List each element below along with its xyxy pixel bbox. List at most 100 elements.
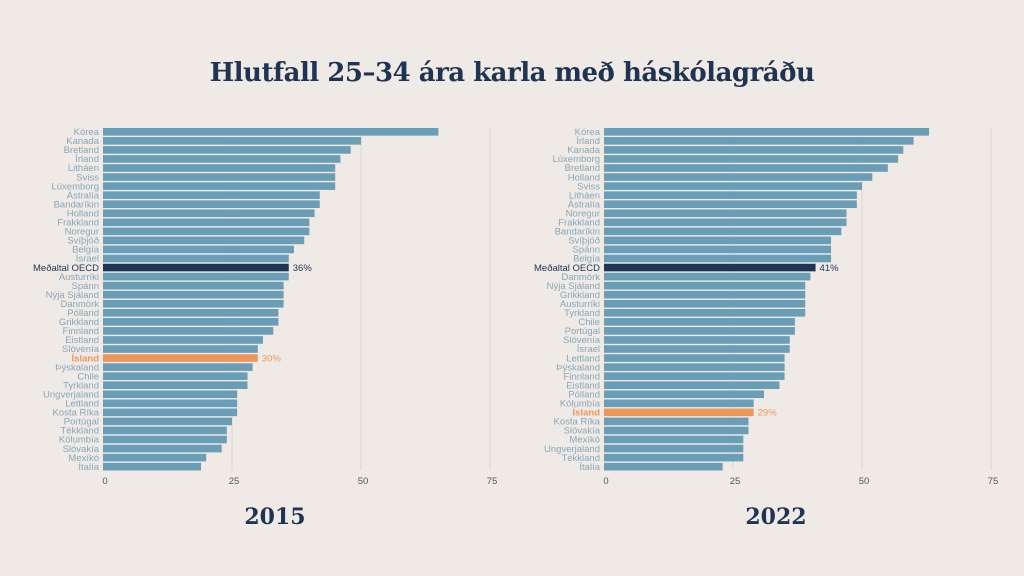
chart-2022-bar: [604, 128, 930, 136]
chart-2022-category-label: Slóvenía: [563, 335, 601, 346]
chart-2015-bar: [103, 146, 351, 154]
chart-2015-bar: [103, 363, 253, 371]
chart-2022-category-label: Lettland: [566, 353, 600, 364]
chart-2015-bar: [103, 336, 263, 344]
chart-2022-bar: [604, 372, 785, 380]
chart-2022-category-label: Pólland: [568, 389, 600, 400]
chart-2022-category-label: Ítalía: [579, 462, 600, 473]
chart-2022-bar: [604, 254, 832, 263]
chart-2022-category-label: Kosta Ríka: [554, 417, 601, 428]
chart-2022-category-label: Tyrkland: [564, 308, 600, 319]
chart-2022-bar: [604, 218, 847, 227]
chart-2022-category-label: Bandaríkin: [555, 227, 600, 238]
chart-2015-category-label: Sviss: [76, 172, 99, 183]
chart-2022-category-label: Chile: [578, 317, 600, 328]
chart-2015-bar: [103, 263, 289, 272]
chart-2015-bar: [103, 137, 361, 145]
chart-2022-bar: [604, 381, 780, 389]
chart-2015-category-label: Kosta Ríka: [53, 408, 100, 419]
chart-2022-category-label: Lúxemborg: [552, 154, 600, 165]
chart-2015-bar: [103, 227, 310, 236]
chart-2015-category-label: Mexíkó: [68, 453, 99, 464]
chart-2015-category-label: Pólland: [67, 308, 99, 319]
chart-2022-data-label: 29%: [758, 408, 778, 419]
chart-2015-bar: [103, 309, 279, 317]
chart-2022-category-label: Finnland: [564, 371, 600, 382]
chart-2015-bar: [103, 218, 310, 227]
chart-2022-bar: [604, 435, 744, 444]
chart-2015-category-label: Ungverjaland: [43, 389, 99, 400]
chart-2015-category-label: Portúgal: [64, 417, 99, 428]
chart-2022-bar: [604, 137, 914, 145]
chart-2022-category-label: Mexíkó: [569, 435, 600, 446]
chart-2022-bar: [604, 363, 785, 371]
chart-2015-bar: [103, 327, 274, 335]
chart-2015-bar: [103, 128, 439, 136]
chart-2022-bar: [604, 354, 785, 362]
chart-2015-category-label: Litháen: [68, 163, 99, 174]
chart-2015-category-label: Lettland: [65, 399, 99, 410]
chart-2015-category-label: Lúxemborg: [51, 181, 99, 192]
chart-2015-bar: [103, 290, 284, 299]
chart-2022-bar: [604, 272, 811, 281]
chart-2015-category-label: Nýja Sjáland: [46, 290, 99, 301]
chart-2022-bar: [604, 146, 904, 154]
chart-2022-category-label: Meðaltal OECD: [534, 263, 600, 274]
chart-2022-bar: [604, 390, 764, 399]
chart-2022-category-label: Kólumbía: [560, 399, 601, 410]
chart-2022-category-label: Portúgal: [565, 326, 600, 337]
chart-2022-x-tick-label: 75: [988, 476, 999, 487]
chart-2015-category-label: Frakkland: [57, 218, 99, 229]
chart-2022-category-label: Kanada: [567, 145, 600, 156]
chart-2015-bar: [103, 209, 315, 218]
chart-2022-bar: [604, 327, 795, 335]
chart-2015-bar: [103, 318, 279, 326]
chart-2022-bar: [604, 281, 806, 290]
chart-2022-category-label: Frakkland: [558, 218, 600, 229]
chart-2022-bar: [604, 182, 862, 190]
chart-2022-bar: [604, 191, 857, 199]
chart-2015-category-label: Slóvakía: [63, 444, 100, 455]
chart-2022-x-tick-label: 0: [603, 476, 608, 487]
chart-2015-category-label: Bandaríkin: [54, 199, 99, 210]
chart-2015-x-tick-label: 25: [229, 476, 240, 487]
chart-2015-category-label: Slóvenía: [62, 344, 100, 355]
chart-2022-bar: [604, 426, 749, 435]
chart-2022-category-label: Svíþjóð: [568, 236, 600, 247]
chart-2022-category-label: Írland: [576, 136, 600, 147]
chart-2022-bar: [604, 245, 832, 254]
chart-2015-category-label: Tékkland: [60, 426, 99, 437]
chart-2015-category-label: Noregur: [65, 227, 99, 238]
chart-2022-bar: [604, 444, 744, 453]
chart-2015-category-label: Chile: [77, 371, 99, 382]
chart-2022-year-title: 2022: [745, 504, 806, 530]
chart-2015-bar: [103, 173, 336, 181]
chart-2015-year-title: 2015: [244, 504, 305, 530]
chart-2022-bar: [604, 236, 832, 245]
chart-2015-category-label: Eistland: [65, 335, 99, 346]
chart-2022-category-label: Holland: [568, 172, 600, 183]
chart-2022-bar: [604, 345, 790, 353]
chart-2015-x-tick-label: 50: [358, 476, 369, 487]
chart-2015-bar: [103, 426, 227, 435]
chart-2022-category-label: Ísland: [573, 408, 601, 419]
chart-2015-bar: [103, 453, 207, 462]
chart-2015-category-label: Finnland: [63, 326, 99, 337]
chart-2022-category-label: Eistland: [566, 380, 600, 391]
chart-2022-category-label: Tékkland: [561, 453, 600, 464]
chart-2022-bar: [604, 462, 723, 471]
chart-2015-bar: [103, 399, 238, 408]
chart-2015-bar: [103, 281, 284, 290]
chart-2015-category-label: Meðaltal OECD: [33, 263, 99, 274]
chart-2015-bar: [103, 236, 305, 245]
chart-2015-category-label: Ástralía: [67, 190, 100, 201]
chart-2015-bar: [103, 345, 258, 353]
chart-2022-bar: [604, 227, 842, 236]
chart-2015-bar: [103, 417, 232, 426]
chart-2015-bar: [103, 155, 341, 163]
chart-2015-bar: [103, 272, 289, 281]
chart-2015-category-label: Írland: [75, 154, 99, 165]
chart-2022-category-label: Nýja Sjáland: [547, 281, 600, 292]
chart-2022-category-label: Litháen: [569, 190, 600, 201]
